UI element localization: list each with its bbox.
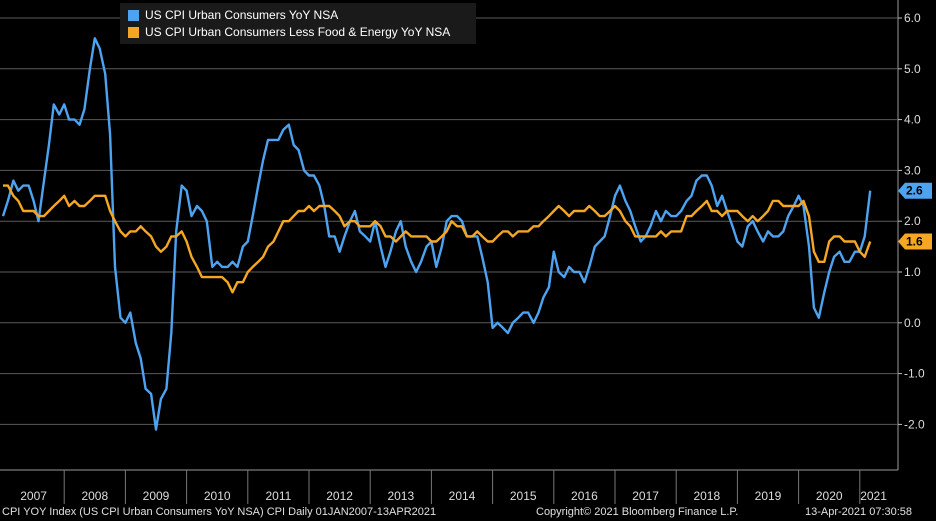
legend-label-core-cpi: US CPI Urban Consumers Less Food & Energ… bbox=[145, 25, 451, 39]
legend-swatch-core-cpi bbox=[128, 26, 139, 38]
footer-timestamp-text: 13-Apr-2021 07:30:58 bbox=[805, 506, 913, 518]
x-year-label: 2019 bbox=[755, 489, 782, 503]
legend-swatch-cpi bbox=[128, 9, 139, 21]
chart-footer: CPI YOY Index (US CPI Urban Consumers Yo… bbox=[0, 504, 936, 521]
last-value-label-cpi: 2.6 bbox=[906, 184, 923, 198]
y-tick-label: -1.0 bbox=[904, 367, 925, 381]
y-tick-label: 6.0 bbox=[904, 11, 921, 25]
x-year-label: 2009 bbox=[143, 489, 170, 503]
x-year-label: 2010 bbox=[204, 489, 231, 503]
x-year-label: 2017 bbox=[632, 489, 659, 503]
chart-legend: US CPI Urban Consumers YoY NSA US CPI Ur… bbox=[120, 3, 476, 44]
series-line-core-cpi bbox=[3, 184, 872, 294]
legend-label-cpi: US CPI Urban Consumers YoY NSA bbox=[145, 8, 339, 22]
x-year-label: 2018 bbox=[693, 489, 720, 503]
x-year-label: 2012 bbox=[326, 489, 353, 503]
x-year-label: 2013 bbox=[387, 489, 414, 503]
series-line-cpi bbox=[1, 37, 872, 431]
x-year-label: 2011 bbox=[265, 489, 291, 503]
legend-item-cpi: US CPI Urban Consumers YoY NSA bbox=[128, 7, 468, 23]
y-tick-label: 4.0 bbox=[904, 113, 921, 127]
y-tick-label: 3.0 bbox=[904, 163, 921, 177]
last-value-tag-core-cpi bbox=[898, 233, 932, 250]
x-year-label: 2008 bbox=[81, 489, 108, 503]
x-year-label: 2014 bbox=[449, 489, 476, 503]
x-year-label: 2007 bbox=[20, 489, 47, 503]
last-value-label-core-cpi: 1.6 bbox=[906, 235, 923, 249]
y-tick-label: 5.0 bbox=[904, 62, 921, 76]
y-tick-label: 0.0 bbox=[904, 316, 921, 330]
x-year-label: 2015 bbox=[510, 489, 537, 503]
last-value-tag-cpi bbox=[898, 182, 932, 199]
x-year-label: 2016 bbox=[571, 489, 598, 503]
y-tick-label: 2.0 bbox=[904, 214, 921, 228]
x-year-label: 2020 bbox=[816, 489, 843, 503]
x-year-label: 2021 bbox=[860, 489, 887, 503]
footer-copyright-text: Copyright© 2021 Bloomberg Finance L.P. bbox=[536, 506, 739, 518]
y-tick-label: 1.0 bbox=[904, 265, 921, 279]
y-tick-label: -2.0 bbox=[904, 417, 925, 431]
legend-item-core-cpi: US CPI Urban Consumers Less Food & Energ… bbox=[128, 24, 468, 40]
footer-source-text: CPI YOY Index (US CPI Urban Consumers Yo… bbox=[2, 506, 437, 518]
